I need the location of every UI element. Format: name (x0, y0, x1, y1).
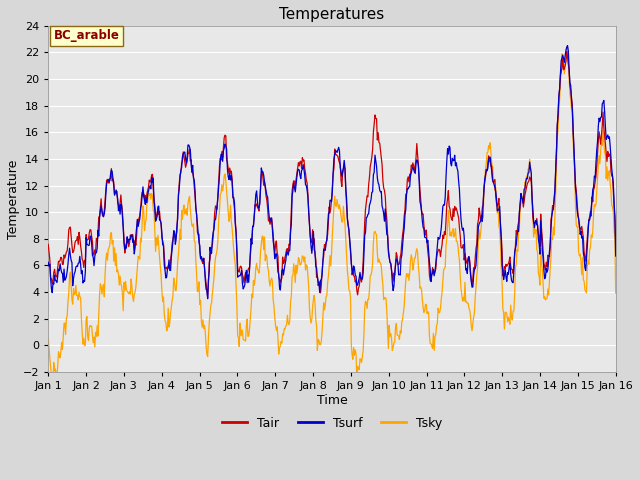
Y-axis label: Temperature: Temperature (7, 159, 20, 239)
Legend: Tair, Tsurf, Tsky: Tair, Tsurf, Tsky (217, 412, 447, 435)
Text: BC_arable: BC_arable (54, 29, 120, 42)
X-axis label: Time: Time (317, 394, 348, 407)
Title: Temperatures: Temperatures (279, 7, 385, 22)
